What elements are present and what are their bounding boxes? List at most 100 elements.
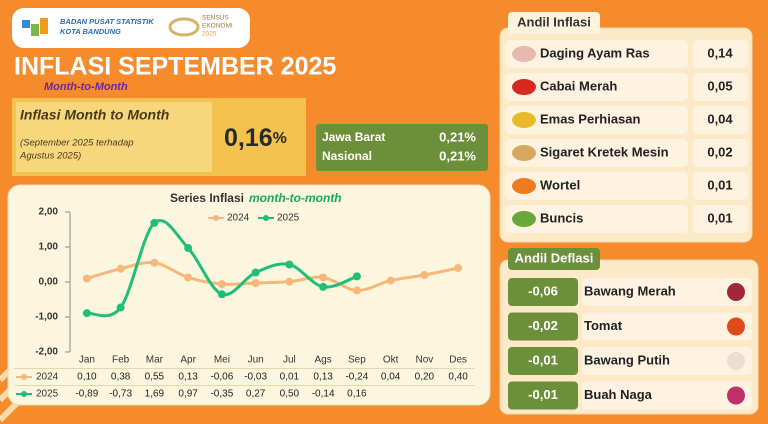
- data-point: [184, 244, 193, 253]
- data-point: [352, 286, 361, 295]
- deflasi-list: -0,06 Bawang Merah -0,02 Tomat -0,01 Bawang P…: [508, 278, 752, 410]
- table-value: 0,40: [448, 372, 468, 383]
- inflasi-title: Andil Inflasi: [517, 14, 591, 29]
- x-tick-label: Des: [449, 355, 467, 366]
- table-value: 0,20: [415, 372, 435, 383]
- legend-label: 2024: [227, 213, 250, 224]
- value-box: [693, 139, 748, 167]
- chart-title: Series Inflasi: [170, 191, 244, 205]
- x-tick-label: Jan: [79, 355, 95, 366]
- item-name: Bawang Putih: [584, 352, 670, 367]
- region-name: Jawa Barat: [322, 130, 385, 144]
- data-point: [454, 264, 463, 272]
- y-tick-label: -1,00: [35, 312, 58, 323]
- page-title: INFLASI SEPTEMBER 2025: [14, 53, 336, 81]
- table-value: -0,24: [345, 372, 368, 383]
- table-value: 0,38: [111, 372, 131, 383]
- item-value: 0,14: [707, 45, 733, 60]
- item-box: [505, 73, 688, 101]
- legend-marker: [213, 215, 219, 221]
- item-icon: [512, 178, 536, 194]
- data-point: [251, 279, 260, 288]
- data-point: [420, 271, 429, 279]
- table-value: 0,50: [280, 389, 300, 400]
- data-point: [150, 218, 159, 227]
- item-value: 0,04: [707, 111, 733, 126]
- item-name: Daging Ayam Ras: [540, 45, 650, 60]
- value-box: [693, 172, 748, 200]
- census-text: 2025: [202, 31, 217, 38]
- deflasi-title-box: [508, 248, 600, 270]
- data-point: [251, 268, 260, 277]
- item-icon: [512, 211, 536, 227]
- mtm-inner: [16, 102, 212, 172]
- item-value: -0,02: [528, 318, 558, 333]
- table-value: 0,97: [178, 389, 198, 400]
- item-icon: [512, 46, 536, 62]
- value-box: [693, 40, 748, 68]
- x-tick-label: Jul: [283, 355, 296, 366]
- item-value: 0,01: [707, 210, 732, 225]
- mtm-note: (September 2025 terhadap: [20, 138, 134, 149]
- deflasi-title: Andil Deflasi: [515, 250, 594, 265]
- data-point: [285, 260, 294, 269]
- item-box: [505, 172, 688, 200]
- table-value: 0,13: [313, 372, 333, 383]
- mtm-label: Inflasi Month to Month: [20, 107, 169, 123]
- item-value: 0,02: [707, 144, 732, 159]
- item-icon: [727, 283, 745, 301]
- mtm-unit: %: [273, 130, 287, 147]
- x-tick-label: Jun: [248, 355, 264, 366]
- item-box: [505, 106, 688, 134]
- item-name: Buncis: [540, 210, 583, 225]
- item-name: Wortel: [540, 177, 580, 192]
- value-box: [508, 312, 578, 341]
- item-value: 0,01: [707, 177, 732, 192]
- item-box: [582, 312, 752, 341]
- value-box: [693, 205, 748, 233]
- data-point: [184, 273, 193, 282]
- table-series-name: 2025: [36, 389, 59, 400]
- table-value: 0,55: [145, 372, 165, 383]
- item-icon: [512, 79, 536, 95]
- x-tick-label: Apr: [180, 355, 196, 366]
- y-tick-label: 1,00: [39, 242, 59, 253]
- data-point: [319, 282, 328, 291]
- data-point: [82, 274, 91, 283]
- table-legend-marker: [21, 391, 27, 397]
- table-series-name: 2024: [36, 372, 59, 383]
- item-value: -0,01: [528, 352, 558, 367]
- value-box: [508, 278, 578, 306]
- item-name: Cabai Merah: [540, 78, 617, 93]
- item-name: Sigaret Kretek Mesin: [540, 144, 669, 159]
- inflasi-title-box: [508, 12, 600, 34]
- mtm-note: Agustus 2025): [19, 151, 81, 162]
- item-name: Tomat: [584, 318, 623, 333]
- table-value: -0,73: [109, 389, 132, 400]
- data-point: [352, 272, 361, 281]
- census-logo: [168, 17, 200, 37]
- item-icon: [512, 112, 536, 128]
- table-value: -0,14: [312, 389, 335, 400]
- table-value: 1,69: [145, 389, 165, 400]
- table-value: -0,03: [244, 372, 267, 383]
- data-point: [116, 303, 125, 312]
- item-value: 0,05: [707, 78, 732, 93]
- line-chart: 2,00 1,00 0,00 -1,00 -2,00 Jan Feb Mar Apr Mei Jun…: [14, 207, 475, 400]
- item-icon: [727, 352, 745, 370]
- item-name: Emas Perhiasan: [540, 111, 641, 126]
- x-tick-label: Mar: [146, 355, 164, 366]
- value-box: [693, 73, 748, 101]
- mtm-number: 0,16: [224, 124, 273, 152]
- bps-logo: [22, 18, 48, 36]
- x-tick-label: Ags: [315, 355, 332, 366]
- item-box: [582, 278, 752, 306]
- value-box: [693, 106, 748, 134]
- item-value: -0,06: [528, 283, 558, 298]
- table-value: 0,04: [381, 372, 401, 383]
- data-point: [285, 277, 294, 286]
- item-box: [582, 347, 752, 375]
- item-box: [505, 139, 688, 167]
